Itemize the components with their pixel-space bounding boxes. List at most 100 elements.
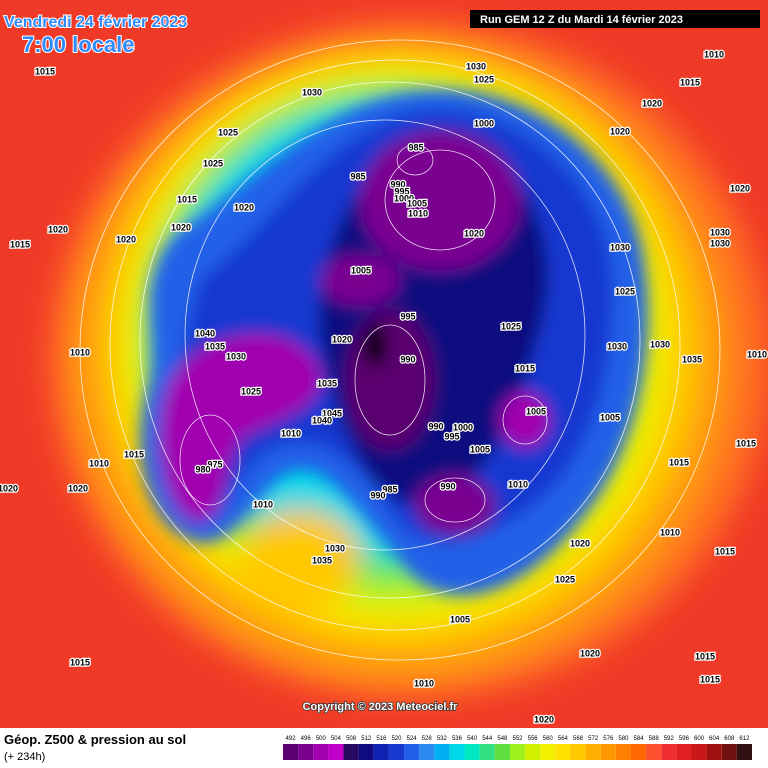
isobar-label: 1015: [680, 77, 700, 87]
legend-swatch: [555, 744, 571, 760]
legend-swatch: [570, 744, 586, 760]
isobar-label: 1010: [414, 678, 434, 688]
legend-swatch: [630, 744, 647, 760]
legend-label: 568: [573, 736, 584, 742]
legend-label: 556: [528, 736, 539, 742]
color-legend: 492 496 500 504 508 512 516 520 524 528 532 536 540 5…: [283, 736, 752, 760]
isobar-label: 1015: [10, 239, 30, 249]
legend-label: 612: [739, 736, 750, 742]
isobar-label: 1010: [70, 347, 90, 357]
isobar-label: 1030: [710, 238, 730, 248]
isobar-label: 1025: [241, 386, 261, 396]
legend-label: 564: [558, 736, 569, 742]
legend-swatch: [691, 744, 707, 760]
isobar-label: 990: [440, 481, 455, 491]
isobar-label: 1020: [332, 334, 352, 344]
isobar-label: 1015: [515, 363, 535, 373]
legend-swatch: [525, 744, 541, 760]
isobar-label: 1020: [580, 648, 600, 658]
legend-swatch: [449, 744, 465, 760]
legend-label: 532: [437, 736, 448, 742]
legend-swatch: [615, 744, 631, 760]
isobar-label: 1020: [116, 234, 136, 244]
isobar-label: 1005: [450, 614, 470, 624]
legend-swatch: [479, 744, 495, 760]
isobar-label: 1035: [682, 354, 702, 364]
isobar-label: 1020: [234, 202, 254, 212]
isobar-label: 1015: [177, 194, 197, 204]
legend-label: 584: [634, 736, 645, 742]
isobar-label: 1010: [508, 479, 528, 489]
legend-swatch: [298, 744, 314, 760]
isobar-label: 1000: [453, 422, 473, 432]
isobar-label: 985: [350, 171, 365, 181]
legend-swatch: [328, 744, 344, 760]
isobar-label: 1020: [171, 222, 191, 232]
isobar-label: 1015: [715, 546, 735, 556]
legend-swatch: [676, 744, 692, 760]
isobar-label: 1030: [325, 543, 345, 553]
isobar-label: 1015: [70, 657, 90, 667]
isobar-label: 990: [400, 354, 415, 364]
isobar-label: 1010: [253, 499, 273, 509]
isobar-label: 1010: [747, 349, 767, 359]
isobar-label: 1025: [474, 74, 494, 84]
isobar-label: 1045: [322, 408, 342, 418]
legend-label: 588: [649, 736, 660, 742]
legend-swatch: [313, 744, 329, 760]
isobar-label: 1015: [736, 438, 756, 448]
legend-swatch: [585, 744, 601, 760]
legend-label: 524: [407, 736, 418, 742]
isobar-label: 990: [428, 421, 443, 431]
legend-swatch: [283, 744, 299, 760]
isobar-label: 1010: [660, 527, 680, 537]
legend-swatch: [646, 744, 662, 760]
isobar-label: 1000: [394, 193, 414, 203]
legend-label: 504: [331, 736, 342, 742]
run-info: Run GEM 12 Z du Mardi 14 février 2023: [480, 14, 683, 26]
isobar-label: 1005: [470, 444, 490, 454]
isobar-label: 1010: [704, 49, 724, 59]
legend-label: 600: [694, 736, 705, 742]
legend-label: 516: [376, 736, 387, 742]
isobar-label: 1030: [610, 242, 630, 252]
legend-swatch: [419, 744, 435, 760]
legend-swatch: [706, 744, 722, 760]
isobar-label: 980: [195, 464, 210, 474]
isobar-labels: 1015 1030 1030 1025 1010 1015 1020 1025 1025 1000…: [0, 48, 768, 726]
legend-label: 576: [603, 736, 614, 742]
isobar-label: 1015: [695, 651, 715, 661]
legend-label: 592: [664, 736, 675, 742]
legend-swatch: [404, 744, 420, 760]
legend-label: 608: [724, 736, 735, 742]
isobar-label: 1025: [203, 158, 223, 168]
legend-label: 512: [361, 736, 372, 742]
isobar-label: 1020: [534, 714, 554, 724]
legend-swatch: [434, 744, 450, 760]
legend-label: 520: [391, 736, 402, 742]
isobar-label: 1005: [351, 265, 371, 275]
isobar-label: 1035: [317, 378, 337, 388]
isobar-label: 1020: [0, 483, 18, 493]
isobar-label: 990: [370, 490, 385, 500]
legend-label: 496: [301, 736, 312, 742]
legend-label: 604: [709, 736, 720, 742]
isobar-label: 1025: [555, 574, 575, 584]
legend-swatch: [388, 744, 405, 760]
isobar-label: 1030: [607, 341, 627, 351]
isobar-label: 1040: [312, 415, 332, 425]
legend-swatch: [540, 744, 556, 760]
isobar-label: 1010: [281, 428, 301, 438]
isobar-label: 1025: [218, 127, 238, 137]
legend-label: 528: [422, 736, 433, 742]
isobar-label: 1020: [48, 224, 68, 234]
isobar-label: 985: [408, 142, 423, 152]
isobar-label: 1020: [642, 98, 662, 108]
isobar-label: 995: [400, 311, 415, 321]
legend-swatch: [661, 744, 677, 760]
legend-label: 500: [316, 736, 327, 742]
isobar-label: 1025: [615, 286, 635, 296]
copyright: Copyright © 2023 Meteociel.fr: [303, 701, 459, 713]
isobar-label: 1030: [302, 87, 322, 97]
isobar-label: 1020: [464, 228, 484, 238]
